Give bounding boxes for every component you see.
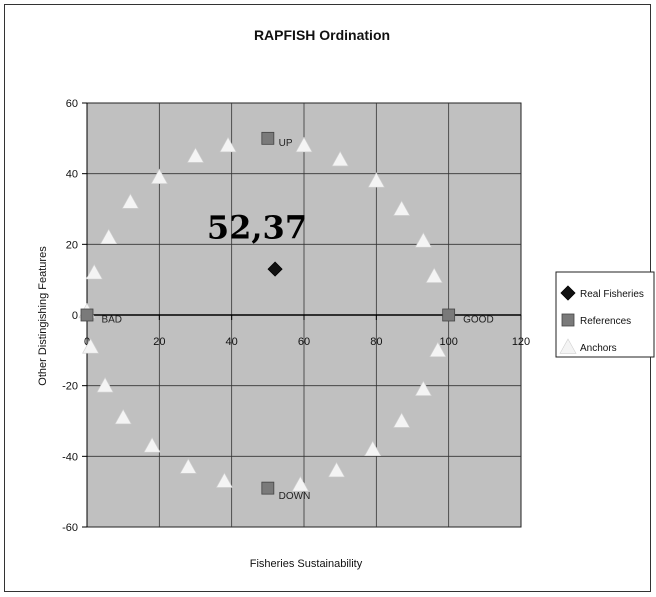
anchors-point: [100, 228, 118, 244]
anchors-point: [414, 380, 432, 396]
anchors-point: [425, 267, 443, 283]
anchors-point: [82, 338, 100, 354]
annotation-52-37: 52,37: [207, 209, 307, 247]
y-tick-label: 20: [66, 239, 78, 251]
chart-title: RAPFISH Ordination: [254, 27, 390, 43]
annotation-bad: BAD: [101, 315, 122, 326]
references-point: [442, 308, 456, 322]
anchors-point: [364, 440, 382, 456]
anchors-point: [150, 168, 168, 184]
x-tick-label: 80: [370, 336, 382, 348]
anchors-point: [114, 408, 132, 425]
anchors-point: [429, 341, 447, 358]
legend-label-real-fisheries: Real Fisheries: [580, 289, 644, 300]
annotations: 52,37 UP DOWN BAD GOOD: [101, 138, 493, 502]
y-tick-label: 0: [72, 310, 78, 322]
anchors-point: [143, 437, 161, 453]
anchors-point: [291, 475, 309, 492]
y-tick-label: 40: [66, 169, 78, 181]
x-tick-label: 60: [298, 336, 310, 348]
anchors-point: [331, 150, 349, 167]
anchors-point: [367, 172, 385, 188]
anchors-point: [121, 193, 139, 209]
x-tick-label: 100: [439, 336, 457, 348]
anchors-point: [96, 377, 114, 393]
anchors-point: [295, 136, 313, 153]
anchors-point: [186, 147, 205, 163]
y-tick-label: 60: [66, 98, 78, 110]
legend-label-anchors: Anchors: [580, 343, 617, 354]
y-axis-label: Other Distingishing Features: [37, 246, 49, 386]
legend-marker-real-fisheries: [560, 285, 576, 301]
anchors-point: [219, 136, 237, 153]
annotation-down: DOWN: [279, 491, 311, 502]
data-points: [78, 131, 456, 495]
legend-marker-references: [561, 313, 575, 327]
x-tick-label: 40: [226, 336, 238, 348]
annotation-up: UP: [279, 138, 293, 149]
annotation-good: GOOD: [463, 315, 494, 326]
anchors-point: [179, 458, 197, 474]
references-point: [261, 481, 275, 495]
y-tick-label: -60: [62, 522, 78, 534]
x-tick-label: 120: [512, 336, 530, 348]
anchors-point: [215, 472, 233, 488]
y-tick-label: -40: [62, 451, 78, 463]
legend: Real Fisheries References Anchors: [555, 271, 655, 358]
anchors-point: [85, 263, 103, 280]
anchors-point: [328, 461, 346, 478]
anchors-point: [393, 412, 411, 428]
y-tick-label: -20: [62, 381, 78, 393]
legend-label-references: References: [580, 316, 631, 327]
legend-marker-anchors: [559, 338, 577, 354]
anchors-point: [414, 232, 432, 248]
references-point: [261, 131, 275, 145]
references-point: [80, 308, 94, 322]
real-fisheries-point: [267, 261, 283, 277]
anchors-point: [393, 200, 411, 216]
x-tick-label: 20: [153, 336, 165, 348]
x-axis-label: Fisheries Sustainability: [250, 558, 363, 570]
